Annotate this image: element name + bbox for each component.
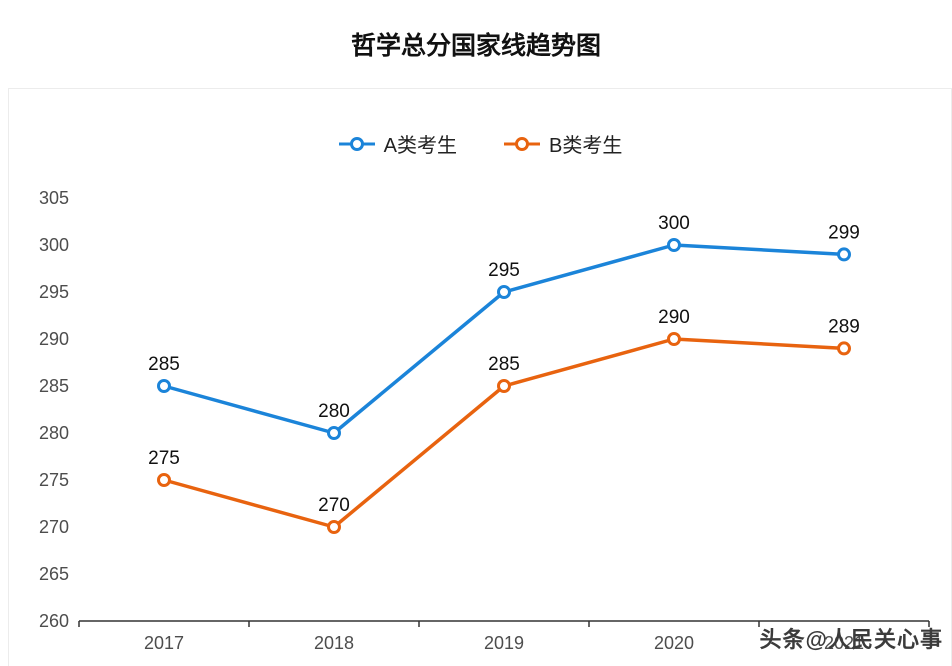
data-point xyxy=(837,247,851,262)
data-label: 275 xyxy=(148,448,180,469)
data-label: 299 xyxy=(828,222,860,243)
x-axis-label: 2019 xyxy=(484,633,524,653)
data-point xyxy=(497,379,511,393)
x-axis-label: 2017 xyxy=(144,633,184,653)
data-label: 300 xyxy=(658,213,690,234)
y-axis-label: 260 xyxy=(39,611,69,631)
y-axis-label: 295 xyxy=(39,282,69,302)
data-point xyxy=(837,341,851,356)
data-point xyxy=(157,473,171,487)
y-axis-label: 270 xyxy=(39,517,69,537)
data-label: 290 xyxy=(658,307,690,328)
data-label: 285 xyxy=(148,354,180,375)
data-point xyxy=(667,238,681,252)
y-axis-label: 305 xyxy=(39,188,69,208)
y-axis-label: 275 xyxy=(39,470,69,490)
legend-label: B类考生 xyxy=(549,135,623,157)
y-axis-label: 300 xyxy=(39,235,69,255)
data-point xyxy=(497,285,511,299)
data-label: 285 xyxy=(488,354,520,375)
x-axis-label: 2020 xyxy=(654,633,694,653)
data-label: 289 xyxy=(828,316,860,337)
data-point xyxy=(327,426,341,440)
data-label: 295 xyxy=(488,260,520,281)
data-label: 270 xyxy=(318,495,350,516)
y-axis-label: 285 xyxy=(39,376,69,396)
x-axis-label: 2021 xyxy=(824,633,864,653)
page-title: 哲学总分国家线趋势图 xyxy=(350,32,601,60)
data-point xyxy=(157,379,171,393)
data-point xyxy=(667,332,681,346)
legend-item-series-a[interactable]: A类考生 xyxy=(338,129,457,158)
legend: A类考生 B类考生 xyxy=(9,129,951,158)
line-circle-marker-icon xyxy=(338,136,375,151)
legend-item-series-b[interactable]: B类考生 xyxy=(503,129,622,158)
y-axis-label: 280 xyxy=(39,423,69,443)
data-label: 280 xyxy=(318,401,350,422)
y-axis-label: 265 xyxy=(39,564,69,584)
line-circle-marker-icon xyxy=(504,136,540,151)
legend-label: A类考生 xyxy=(383,135,457,157)
y-axis-label: 290 xyxy=(39,329,69,349)
watermark: 头条@人民关心事 xyxy=(759,627,943,652)
data-point xyxy=(327,520,341,534)
x-axis-label: 2018 xyxy=(314,633,354,653)
chart-panel: 260 265 270 275 280 285 290 295 300 305 2017 2018 20… xyxy=(8,88,952,666)
line-chart: 260 265 270 275 280 285 290 295 300 305 2017 2018 20… xyxy=(39,188,930,653)
